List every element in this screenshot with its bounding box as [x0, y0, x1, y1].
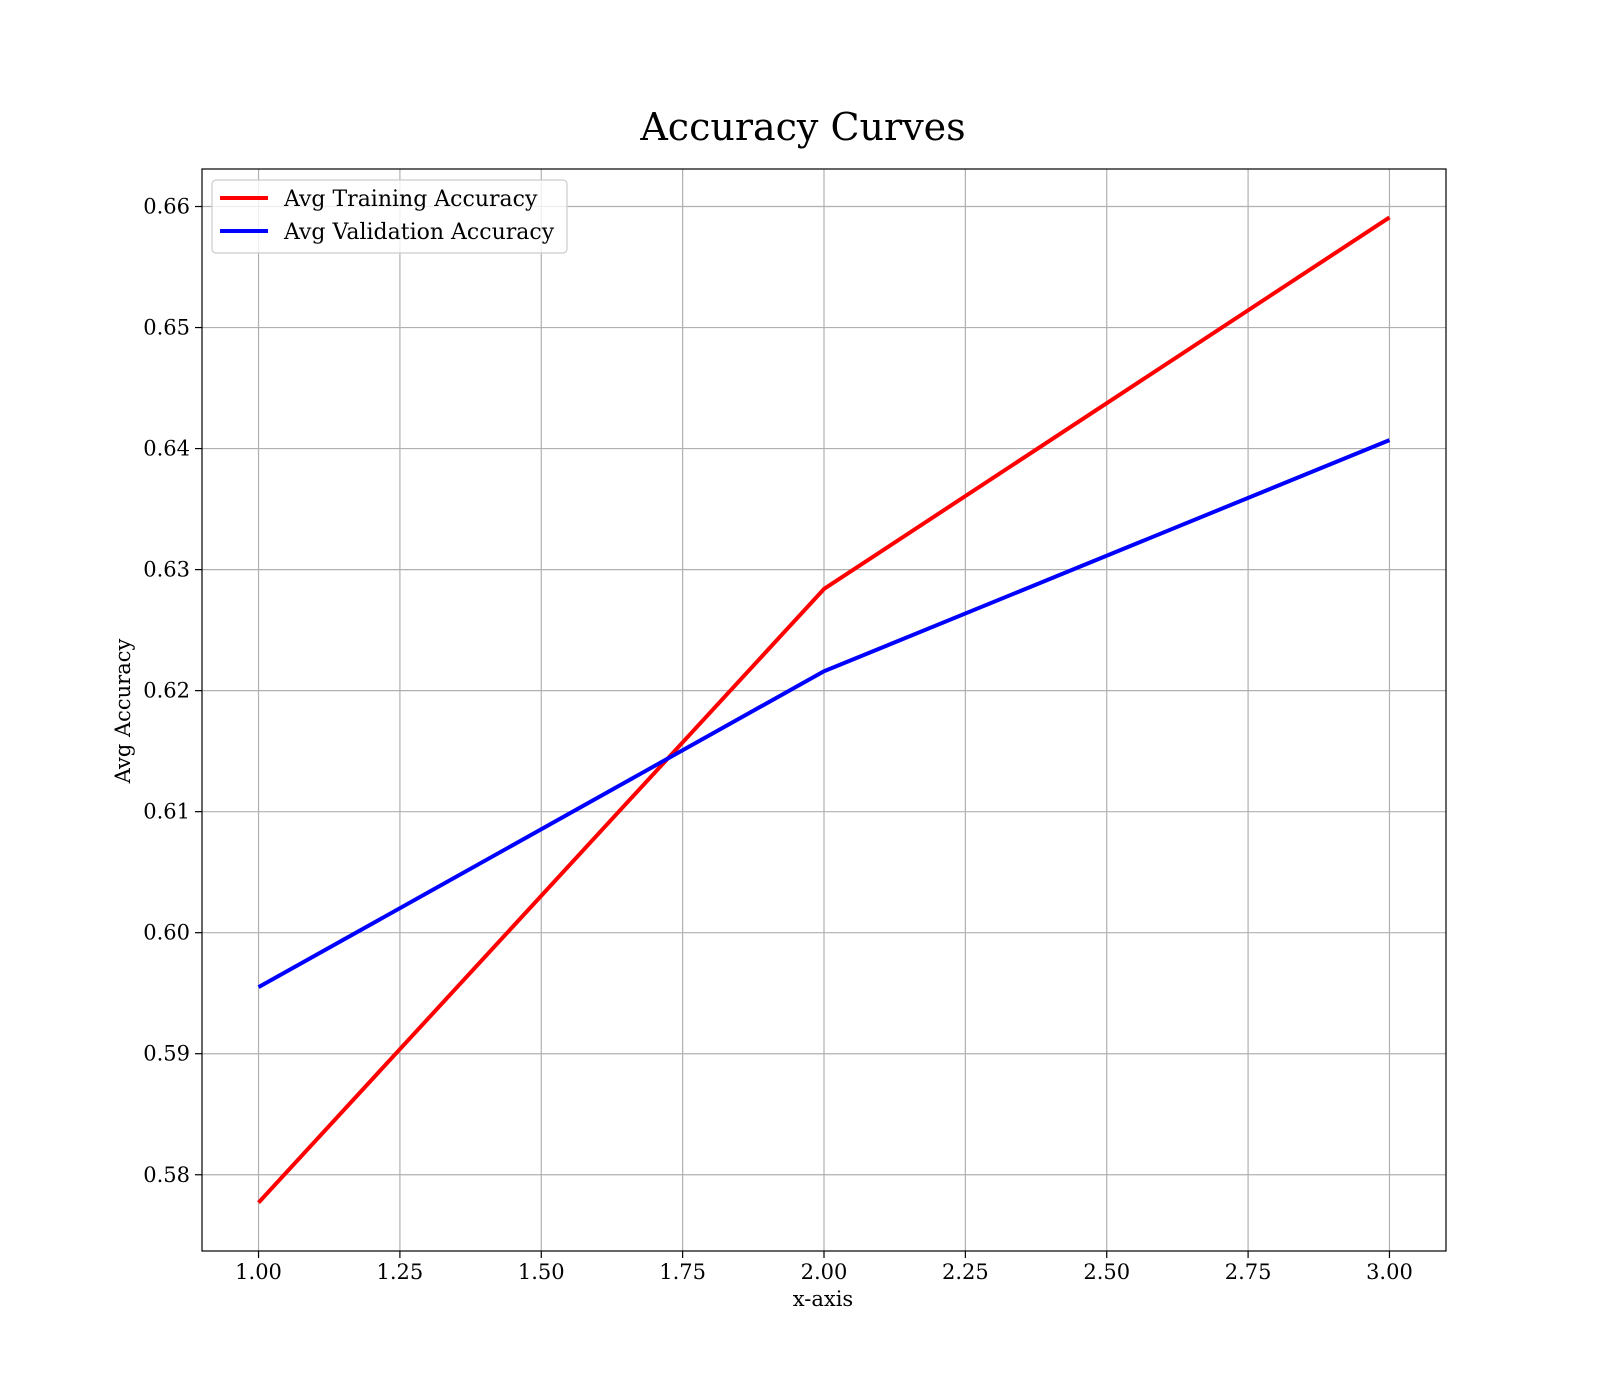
legend-box	[211, 179, 568, 254]
y-axis-label: Avg Accuracy	[111, 639, 135, 785]
x-tick-label: 2.00	[801, 1260, 848, 1284]
y-tick-label: 0.65	[143, 316, 190, 340]
y-tick-label: 0.63	[143, 558, 190, 582]
y-tick-label: 0.66	[143, 195, 190, 219]
training-accuracy-line	[257, 215, 1391, 1204]
x-tick-label: 1.75	[659, 1260, 706, 1284]
validation-accuracy-line	[257, 438, 1391, 989]
y-tick-label: 0.64	[143, 437, 190, 461]
x-tick-label: 2.50	[1083, 1260, 1130, 1284]
y-tick-label: 0.58	[143, 1163, 190, 1187]
y-tick-label: 0.62	[143, 679, 190, 703]
legend-label-training: Avg Training Accuracy	[283, 187, 538, 212]
y-tick-label: 0.59	[143, 1042, 190, 1066]
x-tick-label: 1.00	[235, 1260, 282, 1284]
legend: Avg Training Accuracy Avg Validation Acc…	[211, 179, 568, 254]
x-tick-label: 2.75	[1225, 1260, 1272, 1284]
y-tick-label: 0.61	[143, 800, 190, 824]
axis-ticks	[195, 205, 1391, 1258]
legend-label-validation: Avg Validation Accuracy	[283, 220, 555, 245]
x-tick-label: 2.25	[942, 1260, 989, 1284]
plot-frame	[201, 168, 1447, 1252]
series-lines	[257, 215, 1391, 1204]
x-tick-label: 1.25	[377, 1260, 424, 1284]
x-axis-label: x-axis	[793, 1287, 853, 1311]
x-tick-label: 1.50	[518, 1260, 565, 1284]
y-tick-label: 0.60	[143, 921, 190, 945]
chart-title: Accuracy Curves	[639, 105, 965, 149]
grid-lines	[202, 169, 1446, 1251]
x-tick-label: 3.00	[1366, 1260, 1413, 1284]
